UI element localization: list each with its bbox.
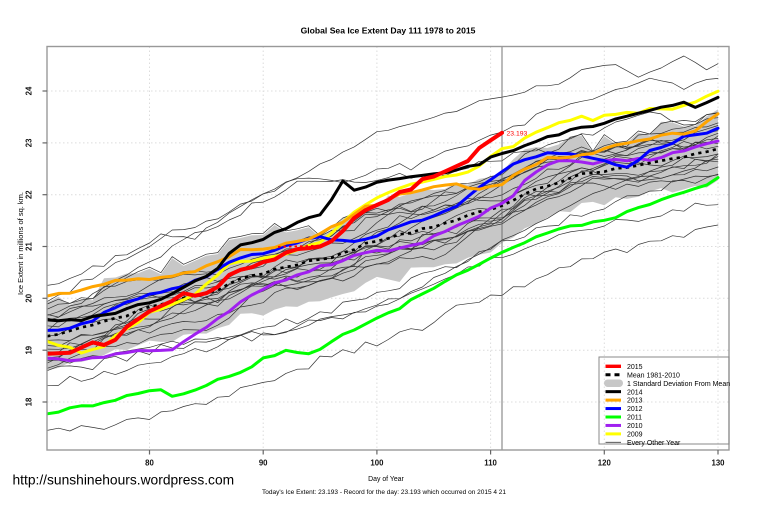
svg-text:Global Sea Ice Extent Day 111: Global Sea Ice Extent Day 111 1978 to 20… xyxy=(301,26,476,36)
svg-text:90: 90 xyxy=(259,459,268,468)
svg-text:http://sunshinehours.wordpress: http://sunshinehours.wordpress.com xyxy=(13,473,235,488)
svg-text:Mean 1981-2010: Mean 1981-2010 xyxy=(627,372,680,379)
svg-text:19: 19 xyxy=(25,345,34,354)
svg-text:100: 100 xyxy=(370,459,384,468)
svg-text:2014: 2014 xyxy=(627,389,643,396)
svg-text:130: 130 xyxy=(711,459,725,468)
svg-text:Every Other Year: Every Other Year xyxy=(627,440,681,447)
svg-text:2012: 2012 xyxy=(627,406,643,413)
svg-text:2011: 2011 xyxy=(627,415,642,422)
svg-text:110: 110 xyxy=(484,459,497,468)
svg-text:1 Standard Deviation From Mean: 1 Standard Deviation From Mean xyxy=(627,381,730,388)
svg-text:2013: 2013 xyxy=(627,398,643,405)
svg-text:Ice Extent in millions of sq.: Ice Extent in millions of sq. km. xyxy=(16,192,25,295)
svg-text:2010: 2010 xyxy=(627,423,643,430)
svg-text:2015: 2015 xyxy=(627,364,643,371)
svg-text:20: 20 xyxy=(25,293,34,302)
svg-text:24: 24 xyxy=(25,86,34,95)
svg-text:23.193: 23.193 xyxy=(507,130,528,137)
svg-text:Day of Year: Day of Year xyxy=(368,476,404,483)
svg-text:Today's Ice Extent: 23.193 -: Today's Ice Extent: 23.193 - Record for … xyxy=(262,489,506,496)
svg-text:18: 18 xyxy=(25,397,34,406)
svg-text:120: 120 xyxy=(598,459,612,468)
svg-text:23: 23 xyxy=(25,138,34,147)
svg-text:21: 21 xyxy=(25,242,34,251)
svg-text:22: 22 xyxy=(25,190,34,199)
svg-text:80: 80 xyxy=(145,459,154,468)
svg-text:2009: 2009 xyxy=(627,432,643,439)
